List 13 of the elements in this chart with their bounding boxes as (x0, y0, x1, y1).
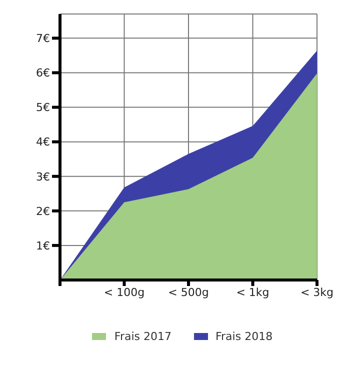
y-tick-label: 1€ (36, 239, 50, 252)
x-tick-label: < 1kg (236, 286, 270, 299)
y-tick-label: 6€ (36, 66, 50, 80)
y-tick-label: 7€ (36, 32, 50, 46)
legend-label: Frais 2018 (216, 330, 273, 343)
x-tick-label: < 3kg (300, 286, 334, 299)
x-tick-label: < 100g (104, 286, 145, 299)
legend-label: Frais 2017 (114, 330, 172, 343)
y-tick-label: 4€ (36, 136, 50, 149)
y-tick-label: 2€ (36, 204, 50, 218)
y-tick-label: 5€ (36, 101, 50, 114)
x-tick-label: < 500g (168, 286, 209, 299)
y-tick-label: 3€ (36, 170, 50, 184)
